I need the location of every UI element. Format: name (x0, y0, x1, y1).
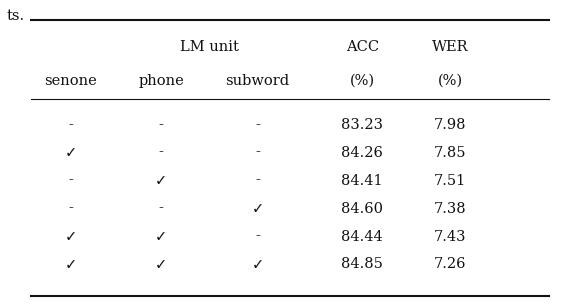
Text: WER: WER (432, 40, 468, 54)
Text: -: - (255, 118, 260, 132)
Text: -: - (68, 174, 73, 188)
Text: -: - (255, 146, 260, 160)
Text: 84.60: 84.60 (341, 202, 383, 216)
Text: ✓: ✓ (155, 173, 168, 188)
Text: 7.26: 7.26 (434, 257, 466, 271)
Text: 84.26: 84.26 (341, 146, 383, 160)
Text: -: - (68, 202, 73, 216)
Text: senone: senone (44, 74, 97, 88)
Text: ✓: ✓ (251, 257, 264, 272)
Text: ACC: ACC (346, 40, 379, 54)
Text: (%): (%) (438, 74, 462, 88)
Text: 83.23: 83.23 (341, 118, 383, 132)
Text: subword: subword (225, 74, 290, 88)
Text: 84.41: 84.41 (341, 174, 383, 188)
Text: phone: phone (139, 74, 184, 88)
Text: -: - (159, 146, 164, 160)
Text: ts.: ts. (7, 9, 25, 23)
Text: 7.51: 7.51 (434, 174, 466, 188)
Text: ✓: ✓ (251, 201, 264, 216)
Text: -: - (159, 202, 164, 216)
Text: 84.85: 84.85 (341, 257, 383, 271)
Text: (%): (%) (350, 74, 375, 88)
Text: -: - (255, 230, 260, 244)
Text: -: - (159, 118, 164, 132)
Text: ✓: ✓ (65, 229, 77, 244)
Text: ✓: ✓ (155, 257, 168, 272)
Text: 7.38: 7.38 (434, 202, 466, 216)
Text: 7.85: 7.85 (434, 146, 466, 160)
Text: ✓: ✓ (155, 229, 168, 244)
Text: 84.44: 84.44 (341, 230, 383, 244)
Text: 7.43: 7.43 (434, 230, 466, 244)
Text: -: - (68, 118, 73, 132)
Text: ✓: ✓ (65, 145, 77, 160)
Text: -: - (255, 174, 260, 188)
Text: LM unit: LM unit (180, 40, 239, 54)
Text: ✓: ✓ (65, 257, 77, 272)
Text: 7.98: 7.98 (434, 118, 466, 132)
